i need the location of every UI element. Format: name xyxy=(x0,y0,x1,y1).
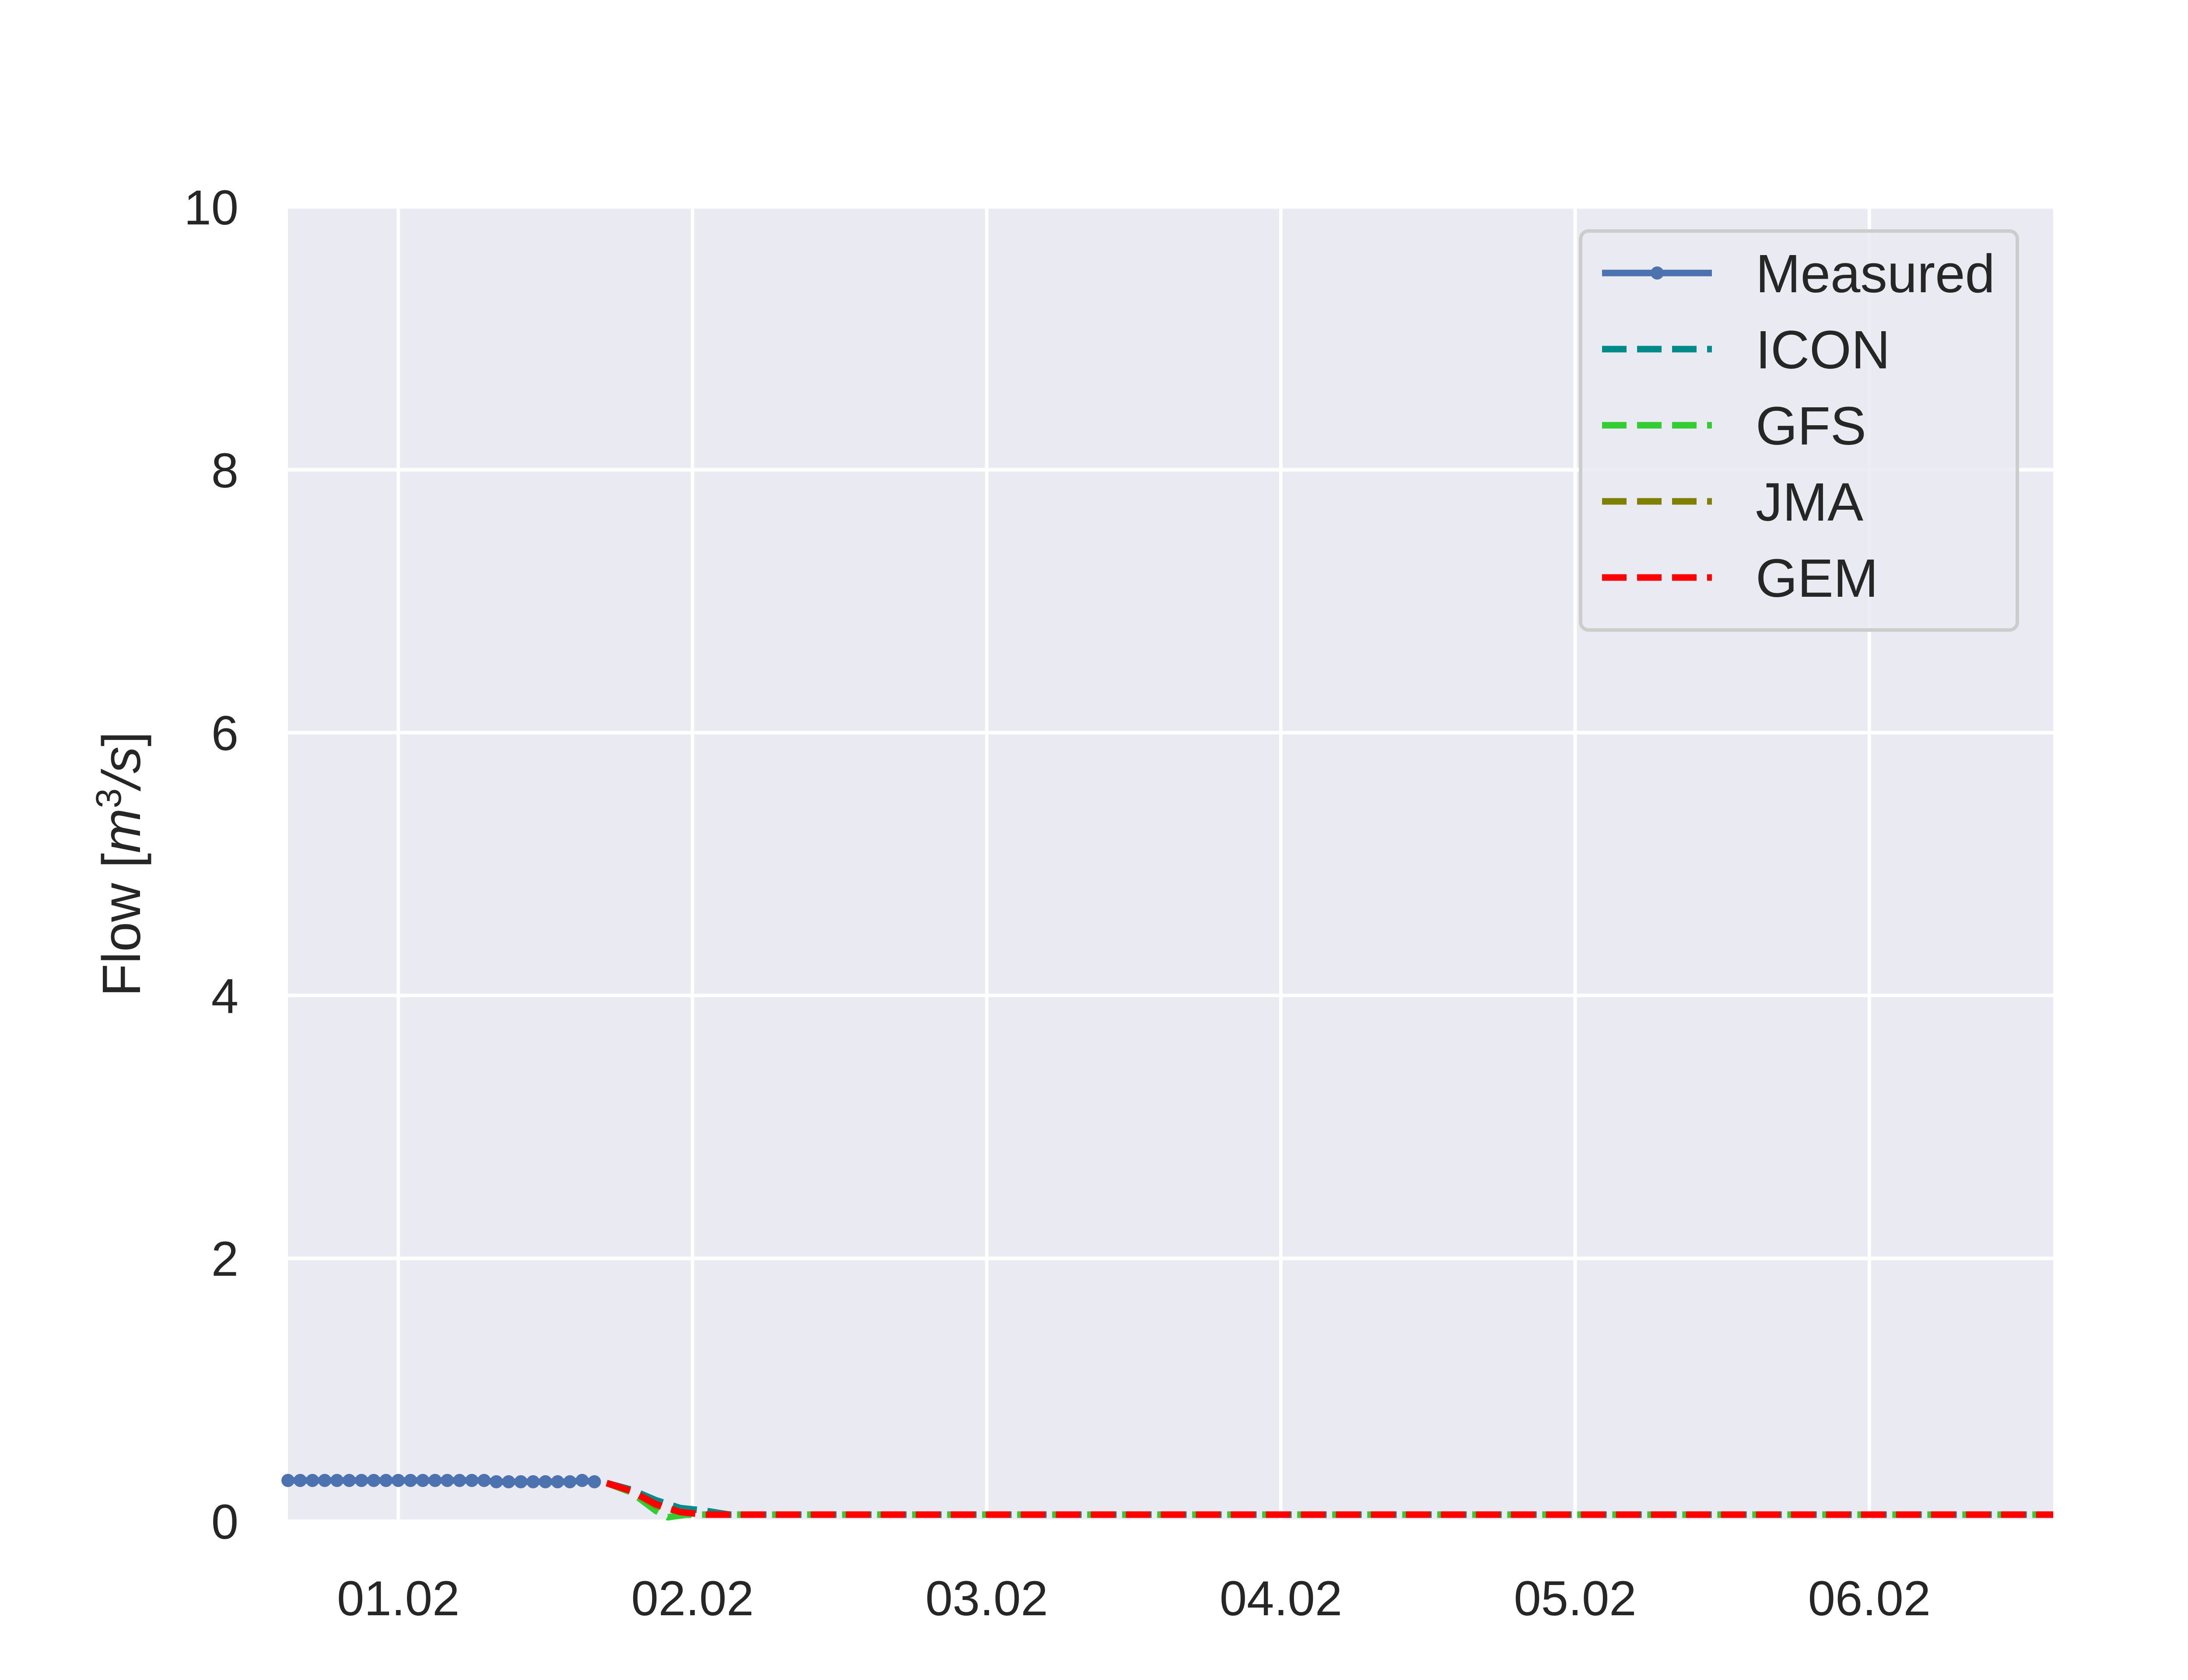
y-tick-label: 8 xyxy=(211,443,238,498)
x-tick-label: 01.02 xyxy=(337,1571,459,1626)
legend-icon-label: ICON xyxy=(1756,320,1890,380)
series-measured-point xyxy=(428,1474,442,1487)
series-measured-point xyxy=(490,1475,503,1488)
series-measured-point xyxy=(404,1474,417,1487)
y-tick-label: 4 xyxy=(211,969,238,1023)
series-layer xyxy=(281,1474,2053,1521)
series-measured-point xyxy=(318,1474,332,1487)
series-measured-point xyxy=(539,1475,552,1488)
y-axis-title: Flow [m3/s] xyxy=(89,732,152,997)
legend-gem-label: GEM xyxy=(1756,549,1878,609)
series-measured-point xyxy=(379,1474,393,1487)
x-tick-label: 05.02 xyxy=(1514,1571,1636,1626)
series-measured-point xyxy=(563,1475,577,1488)
x-tick-label: 04.02 xyxy=(1220,1571,1342,1626)
legend: Measured ICON GFS JMA GEM xyxy=(1579,229,2019,632)
y-axis-unit-superscript: 3 xyxy=(89,788,129,808)
series-measured-point xyxy=(465,1474,479,1487)
series-gem-line xyxy=(606,1480,2053,1518)
tick-labels: 0 2 4 6 8 10 01.02 02.02 03.02 04.02 05.02 06.02 xyxy=(184,180,1931,1626)
grid-lines xyxy=(288,205,2053,1523)
y-axis-unit-base: m xyxy=(92,808,152,853)
series-measured-point xyxy=(514,1475,528,1488)
y-axis-unit-tail: /s xyxy=(92,746,152,791)
series-measured-point xyxy=(416,1474,430,1487)
y-tick-label: 2 xyxy=(211,1232,238,1286)
x-tick-label: 03.02 xyxy=(926,1571,1048,1626)
series-measured-point xyxy=(588,1475,601,1488)
series-measured-point xyxy=(343,1474,356,1487)
series-measured-point xyxy=(367,1474,381,1487)
series-measured-point xyxy=(453,1474,466,1487)
x-tick-label: 06.02 xyxy=(1808,1571,1931,1626)
series-measured-point xyxy=(330,1474,344,1487)
series-measured-point xyxy=(502,1475,515,1488)
series-measured-point xyxy=(294,1474,307,1487)
series-measured-point xyxy=(575,1474,589,1487)
y-tick-label: 6 xyxy=(211,706,238,761)
series-measured-point xyxy=(526,1475,540,1488)
series-measured-point xyxy=(392,1474,405,1487)
series-measured-point xyxy=(306,1474,319,1487)
series-measured-point xyxy=(441,1474,454,1487)
legend-gfs-label: GFS xyxy=(1756,396,1866,456)
y-axis-title-text: Flow [ xyxy=(92,853,152,997)
y-tick-label: 0 xyxy=(211,1494,238,1549)
series-measured-point xyxy=(281,1474,295,1487)
x-tick-label: 02.02 xyxy=(631,1571,754,1626)
series-measured-point xyxy=(355,1474,368,1487)
legend-measured-label: Measured xyxy=(1756,244,1995,304)
legend-measured-marker xyxy=(1651,266,1664,280)
y-tick-label: 10 xyxy=(184,180,238,235)
series-measured-point xyxy=(477,1474,491,1487)
series-measured-point xyxy=(551,1475,565,1488)
y-axis-title-close: ] xyxy=(92,732,152,746)
legend-box xyxy=(1579,229,2019,632)
legend-jma-label: JMA xyxy=(1756,472,1863,532)
